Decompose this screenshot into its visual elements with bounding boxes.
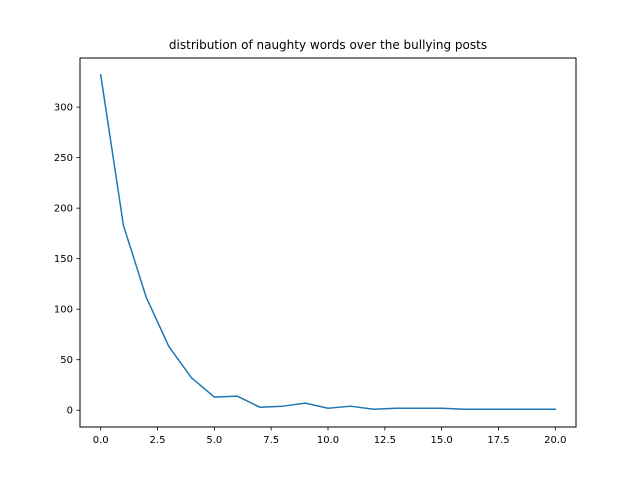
x-axis: 0.0 2.5 5.0 7.5 10.0 12.5 15.0 17.5 20.0 bbox=[93, 427, 566, 446]
x-tick-label: 20.0 bbox=[544, 435, 566, 446]
x-tick-label: 17.5 bbox=[487, 435, 509, 446]
x-tick-label: 0.0 bbox=[93, 435, 109, 446]
y-axis: 0 50 100 150 200 250 300 bbox=[54, 103, 80, 417]
y-tick-label: 100 bbox=[54, 305, 73, 316]
x-tick-label: 12.5 bbox=[374, 435, 396, 446]
x-tick-label: 2.5 bbox=[150, 435, 166, 446]
x-tick-label: 7.5 bbox=[263, 435, 279, 446]
x-tick-label: 10.0 bbox=[317, 435, 339, 446]
chart-title: distribution of naughty words over the b… bbox=[169, 38, 487, 52]
x-tick-label: 15.0 bbox=[431, 435, 453, 446]
y-tick-label: 0 bbox=[67, 406, 73, 417]
y-tick-label: 50 bbox=[60, 355, 73, 366]
y-tick-label: 150 bbox=[54, 254, 73, 265]
plot-area bbox=[99, 73, 557, 410]
y-tick-label: 200 bbox=[54, 204, 73, 215]
y-tick-label: 250 bbox=[54, 153, 73, 164]
series-line bbox=[99, 73, 557, 410]
x-tick-label: 5.0 bbox=[206, 435, 222, 446]
y-tick-label: 300 bbox=[54, 103, 73, 114]
